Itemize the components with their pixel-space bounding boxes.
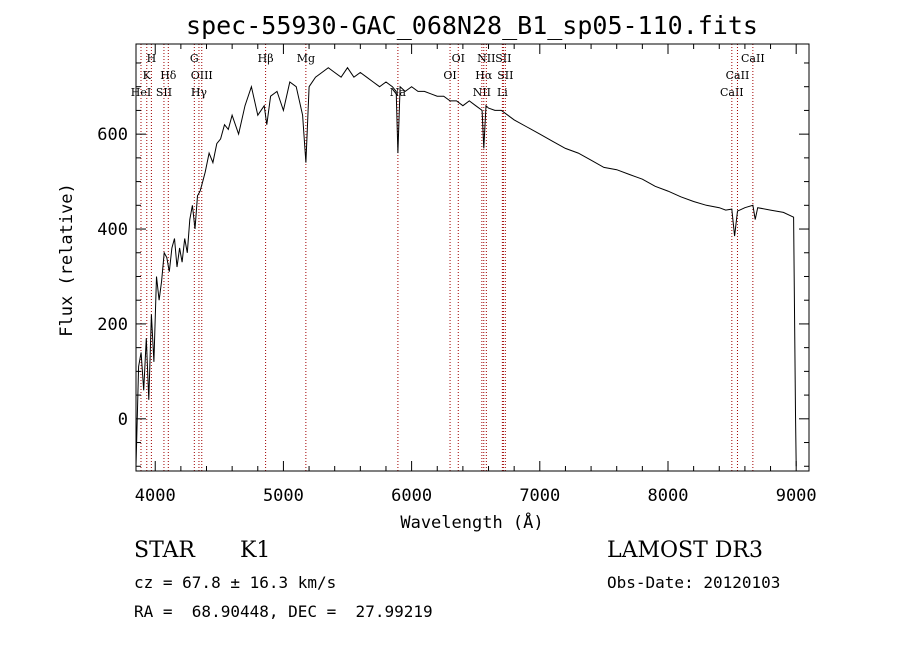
y-tick-label: 400: [97, 220, 128, 240]
x-tick-label: 7000: [519, 486, 560, 506]
axes: 4000 5000 6000 7000 8000 9000 0 200 400 600: [97, 44, 817, 506]
series-line-flux: [135, 66, 797, 467]
marker-label: Hα: [475, 69, 493, 82]
x-tick-label: 5000: [263, 486, 304, 506]
marker-label: Hβ: [258, 52, 274, 65]
marker-label: SII: [156, 86, 172, 99]
marker-label: Hδ: [160, 69, 177, 82]
marker-label: Mg: [297, 52, 315, 65]
plot-frame: [135, 43, 810, 472]
marker-label: Na: [390, 86, 407, 99]
marker-label: H: [147, 52, 157, 65]
marker-label: CaII: [726, 69, 750, 82]
marker-label: OI: [452, 52, 465, 65]
object-class: STAR: [134, 538, 195, 563]
redshift-cz: cz = 67.8 ± 16.3 km/s: [134, 573, 337, 592]
object-subclass: K1: [240, 538, 271, 563]
marker-label: Li: [497, 86, 508, 99]
x-tick-label: 4000: [135, 486, 176, 506]
marker-label: NII: [477, 52, 495, 65]
x-tick-label: 6000: [391, 486, 432, 506]
y-tick-label: 200: [97, 315, 128, 335]
chart-title: spec-55930-GAC_068N28_B1_sp05-110.fits: [186, 11, 758, 40]
marker-label: NII: [473, 86, 491, 99]
marker-label: SII: [497, 69, 513, 82]
flux-series: [135, 66, 797, 467]
marker-label: G: [190, 52, 199, 65]
y-tick-label: 600: [97, 125, 128, 145]
marker-label: HeI: [131, 86, 151, 99]
marker-label: SII: [495, 52, 511, 65]
x-tick-label: 8000: [648, 486, 689, 506]
marker-label: K: [143, 69, 152, 82]
x-tick-label: 9000: [776, 486, 817, 506]
marker-label: OIII: [191, 69, 213, 82]
survey-label: LAMOST DR3: [607, 538, 763, 563]
marker-label: OI: [443, 69, 456, 82]
marker-label: CaII: [741, 52, 765, 65]
obs-date: Obs-Date: 20120103: [607, 573, 781, 592]
marker-label: Hγ: [191, 86, 208, 99]
ra-dec: RA = 68.90448, DEC = 27.99219: [134, 602, 433, 621]
y-axis-label: Flux (relative): [57, 183, 77, 337]
marker-label: CaII: [720, 86, 744, 99]
y-tick-label: 0: [118, 410, 128, 430]
x-axis-label: Wavelength (Å): [400, 511, 543, 533]
